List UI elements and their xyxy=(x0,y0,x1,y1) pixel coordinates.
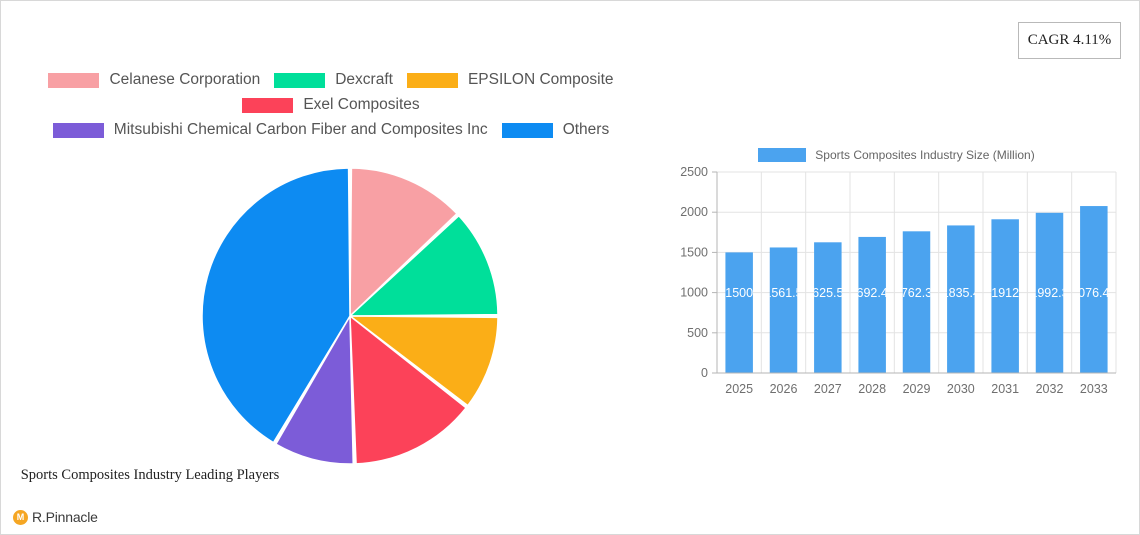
pie-legend-item[interactable]: Others xyxy=(501,121,610,139)
bar[interactable] xyxy=(814,242,842,373)
bar[interactable] xyxy=(725,252,753,373)
y-axis-tick-label: 1500 xyxy=(680,245,708,259)
legend-item-label: Others xyxy=(562,121,610,138)
x-axis-tick-label: 2026 xyxy=(770,382,798,396)
pie-legend-item[interactable]: Exel Composites xyxy=(242,96,420,114)
x-axis-tick-label: 2032 xyxy=(1036,382,1064,396)
bar[interactable] xyxy=(902,231,931,373)
pie-chart xyxy=(200,166,500,466)
y-axis-tick-label: 2500 xyxy=(680,165,708,179)
bar-value-label: 1561.5 xyxy=(764,286,802,300)
legend-item-label: EPSILON Composite xyxy=(467,71,614,88)
bar-chart: Sports Composites Industry Size (Million… xyxy=(669,146,1124,411)
bar-chart-svg: 0 500 1000 1500 2000 2500 1500 2025 1561.5 2026 16… xyxy=(680,165,1117,396)
x-axis-tick-label: 2029 xyxy=(903,382,931,396)
bar[interactable] xyxy=(1035,212,1064,373)
legend-item-label: Dexcraft xyxy=(335,71,393,88)
brand-logo-icon: M xyxy=(13,509,28,525)
pie-legend-row: Mitsubishi Chemical Carbon Fiber and Com… xyxy=(1,121,661,139)
bar-value-label: 1500 xyxy=(725,286,753,300)
legend-color-swatch xyxy=(52,122,104,138)
cagr-badge: CAGR 4.11% xyxy=(1018,22,1121,59)
legend-color-swatch xyxy=(406,72,458,88)
bar-value-label: 1992.3 xyxy=(1030,286,1068,300)
x-axis-tick-label: 2025 xyxy=(725,382,753,396)
bar-legend-swatch xyxy=(758,148,807,162)
legend-color-swatch xyxy=(501,122,553,138)
watermark: M R.Pinnacle xyxy=(13,509,98,525)
bar[interactable] xyxy=(1080,206,1108,373)
bar-value-label: 1912 xyxy=(991,286,1019,300)
pie-slice[interactable] xyxy=(274,313,354,465)
bar[interactable] xyxy=(769,247,798,373)
legend-item-label: Exel Composites xyxy=(303,96,420,113)
pie-chart-title: Sports Composites Industry Leading Playe… xyxy=(20,467,280,483)
bar[interactable] xyxy=(991,219,1019,373)
pie-legend-row: Exel Composites xyxy=(1,96,661,114)
pie-slice[interactable] xyxy=(201,167,351,444)
legend-item-label: Celanese Corporation xyxy=(109,71,261,88)
y-axis-tick-label: 1000 xyxy=(680,286,708,300)
pie-legend-item[interactable]: Mitsubishi Chemical Carbon Fiber and Com… xyxy=(52,121,488,139)
pie-legend-item[interactable]: Dexcraft xyxy=(274,71,393,89)
bar-legend-label: Sports Composites Industry Size (Million… xyxy=(815,148,1035,162)
legend-color-swatch xyxy=(274,72,326,88)
pie-slice[interactable] xyxy=(349,167,458,318)
legend-color-swatch xyxy=(242,97,294,113)
bar-value-label: 1762.31 xyxy=(894,286,939,300)
bar[interactable] xyxy=(858,236,886,373)
legend-color-swatch xyxy=(48,72,100,88)
pie-legend-item[interactable]: EPSILON Composite xyxy=(406,71,614,89)
legend-item-label: Mitsubishi Chemical Carbon Fiber and Com… xyxy=(113,121,488,138)
bar-value-label: 1692.41 xyxy=(850,286,895,300)
y-axis-tick-label: 2000 xyxy=(680,205,708,219)
pie-slice[interactable] xyxy=(348,214,499,317)
bar[interactable] xyxy=(947,225,975,373)
x-axis-tick-label: 2028 xyxy=(858,382,886,396)
bar-chart-legend: Sports Composites Industry Size (Million… xyxy=(669,146,1124,164)
y-axis-tick-label: 500 xyxy=(687,326,708,340)
brand-name: R.Pinnacle xyxy=(32,509,98,525)
pie-legend-item[interactable]: Celanese Corporation xyxy=(48,71,260,89)
x-axis-tick-label: 2031 xyxy=(991,382,1019,396)
pie-chart-svg xyxy=(201,167,499,465)
x-axis-tick-label: 2027 xyxy=(814,382,842,396)
cagr-value: CAGR 4.11% xyxy=(1027,32,1112,48)
x-axis-tick-label: 2030 xyxy=(947,382,975,396)
bar-value-label: 1625.56 xyxy=(805,286,850,300)
pie-legend: Celanese Corporation Dexcraft EPSILON Comp… xyxy=(1,71,661,146)
pie-legend-row: Celanese Corporation Dexcraft EPSILON Comp… xyxy=(1,71,661,89)
bar-value-label: 1835.4 xyxy=(942,286,980,300)
pie-slice[interactable] xyxy=(349,314,468,465)
y-axis-tick-label: 0 xyxy=(701,366,708,380)
x-axis-tick-label: 2033 xyxy=(1080,382,1108,396)
bar-value-label: 2076.46 xyxy=(1071,286,1116,300)
pie-slice[interactable] xyxy=(347,315,499,407)
